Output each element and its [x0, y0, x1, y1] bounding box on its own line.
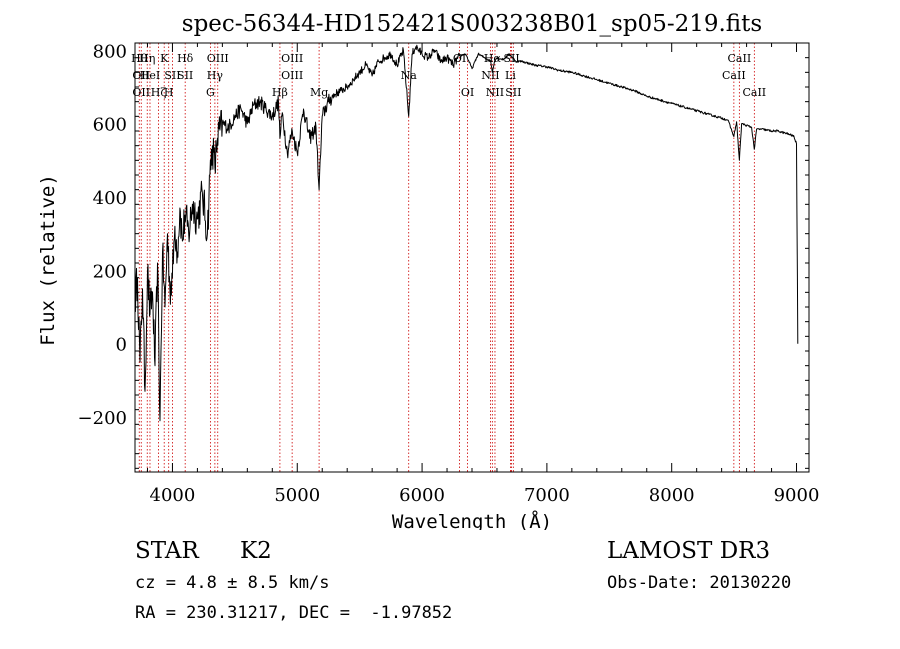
y-tick-label: −200 — [78, 408, 127, 429]
line-marker-label: SII — [505, 86, 521, 99]
x-tick-label: 5000 — [274, 485, 320, 506]
x-tick-label: 7000 — [524, 485, 570, 506]
line-marker-label: K — [160, 52, 169, 65]
line-marker-label: SII — [177, 69, 193, 82]
line-marker-label: Hα — [484, 52, 502, 65]
line-marker-label: SII — [164, 69, 180, 82]
survey-name: LAMOST DR3 — [607, 538, 771, 564]
chart-title: spec-56344-HD152421S003238B01_sp05-219.f… — [182, 11, 762, 37]
line-marker-label: G — [206, 86, 215, 99]
line-markers — [138, 43, 755, 472]
line-marker-label: Hη — [139, 52, 155, 65]
line-marker-label: HeI — [140, 69, 160, 82]
line-marker-label: CaII — [722, 69, 746, 82]
y-tick-label: 200 — [93, 261, 127, 282]
line-marker-label: Hβ — [272, 86, 288, 99]
line-marker-label: OII — [132, 86, 150, 99]
line-marker-label: Na — [401, 69, 418, 82]
object-subclass: K2 — [240, 538, 272, 564]
redshift-velocity: cz = 4.8 ± 8.5 km/s — [135, 573, 330, 593]
x-tick-label: 9000 — [774, 485, 820, 506]
line-marker-labels: HθOIIOIIHηHeIHζKHSIIHδSIIGHγOIIIHβOIIIOI… — [131, 52, 766, 99]
x-tick-label: 6000 — [399, 485, 445, 506]
line-marker-label: CaII — [742, 86, 766, 99]
line-marker-label: SII — [503, 52, 519, 65]
y-axis-label: Flux (relative) — [37, 174, 59, 346]
line-marker-label: H — [164, 86, 174, 99]
x-axis-ticks: 4000 5000 6000 7000 8000 9000 — [146, 43, 820, 506]
x-tick-label: 8000 — [649, 485, 695, 506]
observation-date: Obs-Date: 20130220 — [607, 573, 792, 593]
line-marker-label: OIII — [281, 52, 303, 65]
line-marker-label: NII — [481, 69, 499, 82]
y-tick-label: 800 — [93, 41, 127, 62]
x-axis-label: Wavelength (Å) — [392, 510, 552, 530]
line-marker-label: OI — [461, 86, 474, 99]
line-marker-label: Mg — [310, 86, 328, 99]
line-marker-label: Hγ — [207, 69, 224, 82]
line-marker-label: NII — [486, 86, 504, 99]
line-marker-label: Hζ — [151, 86, 167, 99]
line-marker-label: Li — [505, 69, 516, 82]
spectrum-chart: spec-56344-HD152421S003238B01_sp05-219.f… — [37, 11, 820, 530]
y-tick-label: 400 — [93, 188, 127, 209]
line-marker-label: OIII — [207, 52, 229, 65]
y-axis-ticks: −200 0 200 400 600 800 — [78, 41, 809, 469]
y-tick-label: 600 — [93, 115, 127, 136]
ra-dec-coordinates: RA = 230.31217, DEC = -1.97852 — [135, 603, 453, 623]
object-class: STAR — [135, 538, 199, 564]
plot-frame — [134, 42, 810, 473]
line-marker-label: Hδ — [177, 52, 194, 65]
line-marker-label: OIII — [281, 69, 303, 82]
x-tick-label: 4000 — [150, 485, 196, 506]
spectrum-line — [134, 44, 799, 422]
line-marker-label: CaII — [728, 52, 752, 65]
y-tick-label: 0 — [116, 335, 127, 356]
